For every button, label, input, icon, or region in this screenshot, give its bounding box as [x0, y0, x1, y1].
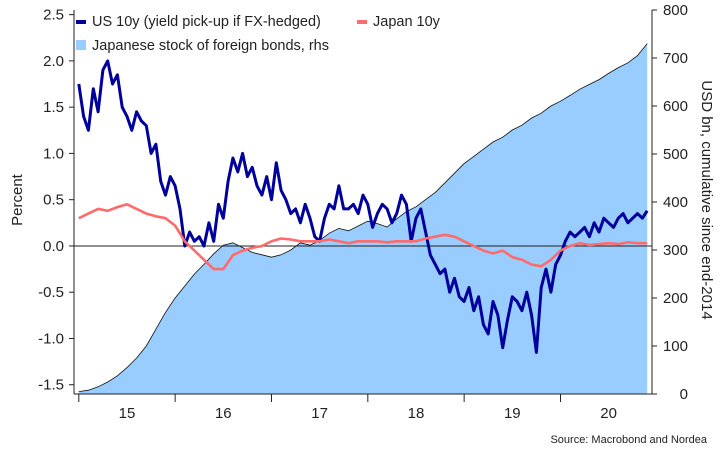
ticks-layer: -1.5 -1.0 -0.5 0.0 0.5 1.0 1.5 2.0 2.5 0 100 200 300… [38, 2, 688, 422]
x-tick-label: 15 [119, 405, 136, 422]
y-tick-label-right: 0 [680, 386, 688, 403]
legend: US 10y (yield pick-up if FX-hedged) Japa… [76, 14, 441, 54]
legend-label-foreign-bonds: Japanese stock of foreign bonds, rhs [92, 38, 329, 54]
y-tick-label-left: 2.0 [43, 53, 64, 70]
area-series-foreign-bonds [78, 43, 648, 394]
legend-swatch-us10y [76, 20, 86, 24]
x-tick-label: 20 [600, 405, 617, 422]
x-tick-label: 19 [504, 405, 521, 422]
legend-swatch-foreign-bonds [76, 40, 86, 50]
y-tick-label-right: 800 [663, 2, 688, 19]
y-tick-label-right: 700 [663, 50, 688, 67]
y-tick-label-right: 500 [663, 146, 688, 163]
y-tick-label-right: 400 [663, 194, 688, 211]
y-tick-label-left: 1.5 [43, 99, 64, 116]
y-tick-label-right: 300 [663, 242, 688, 259]
y-tick-label-left: 1.0 [43, 145, 64, 162]
y-tick-label-right: 200 [663, 290, 688, 307]
y-axis-title-left: Percent [9, 173, 26, 226]
y-tick-label-right: 600 [663, 98, 688, 115]
x-tick-label: 17 [311, 405, 328, 422]
lines-layer [77, 59, 649, 354]
legend-label-japan10y: Japan 10y [373, 14, 441, 30]
area-layer [78, 43, 648, 394]
y-tick-label-right: 100 [663, 338, 688, 355]
x-tick-label: 18 [408, 405, 425, 422]
y-tick-label-left: 0.5 [43, 192, 64, 209]
y-tick-label-left: 2.5 [43, 7, 64, 24]
source-note: Source: Macrobond and Nordea [550, 434, 707, 446]
y-tick-label-left: -0.5 [38, 284, 64, 301]
line-series-us10y [77, 59, 649, 354]
y-axis-title-right: USD bn, cumulative since end-2014 [698, 80, 715, 319]
legend-swatch-japan10y [357, 20, 367, 24]
y-tick-label-left: -1.5 [38, 377, 64, 394]
y-tick-label-left: 0.0 [43, 238, 64, 255]
x-tick-label: 16 [215, 405, 232, 422]
legend-label-us10y: US 10y (yield pick-up if FX-hedged) [92, 14, 321, 30]
area-series-foreign-bonds-edge [78, 43, 648, 392]
line-series-japan10y [78, 203, 648, 271]
y-tick-label-left: -1.0 [38, 330, 64, 347]
